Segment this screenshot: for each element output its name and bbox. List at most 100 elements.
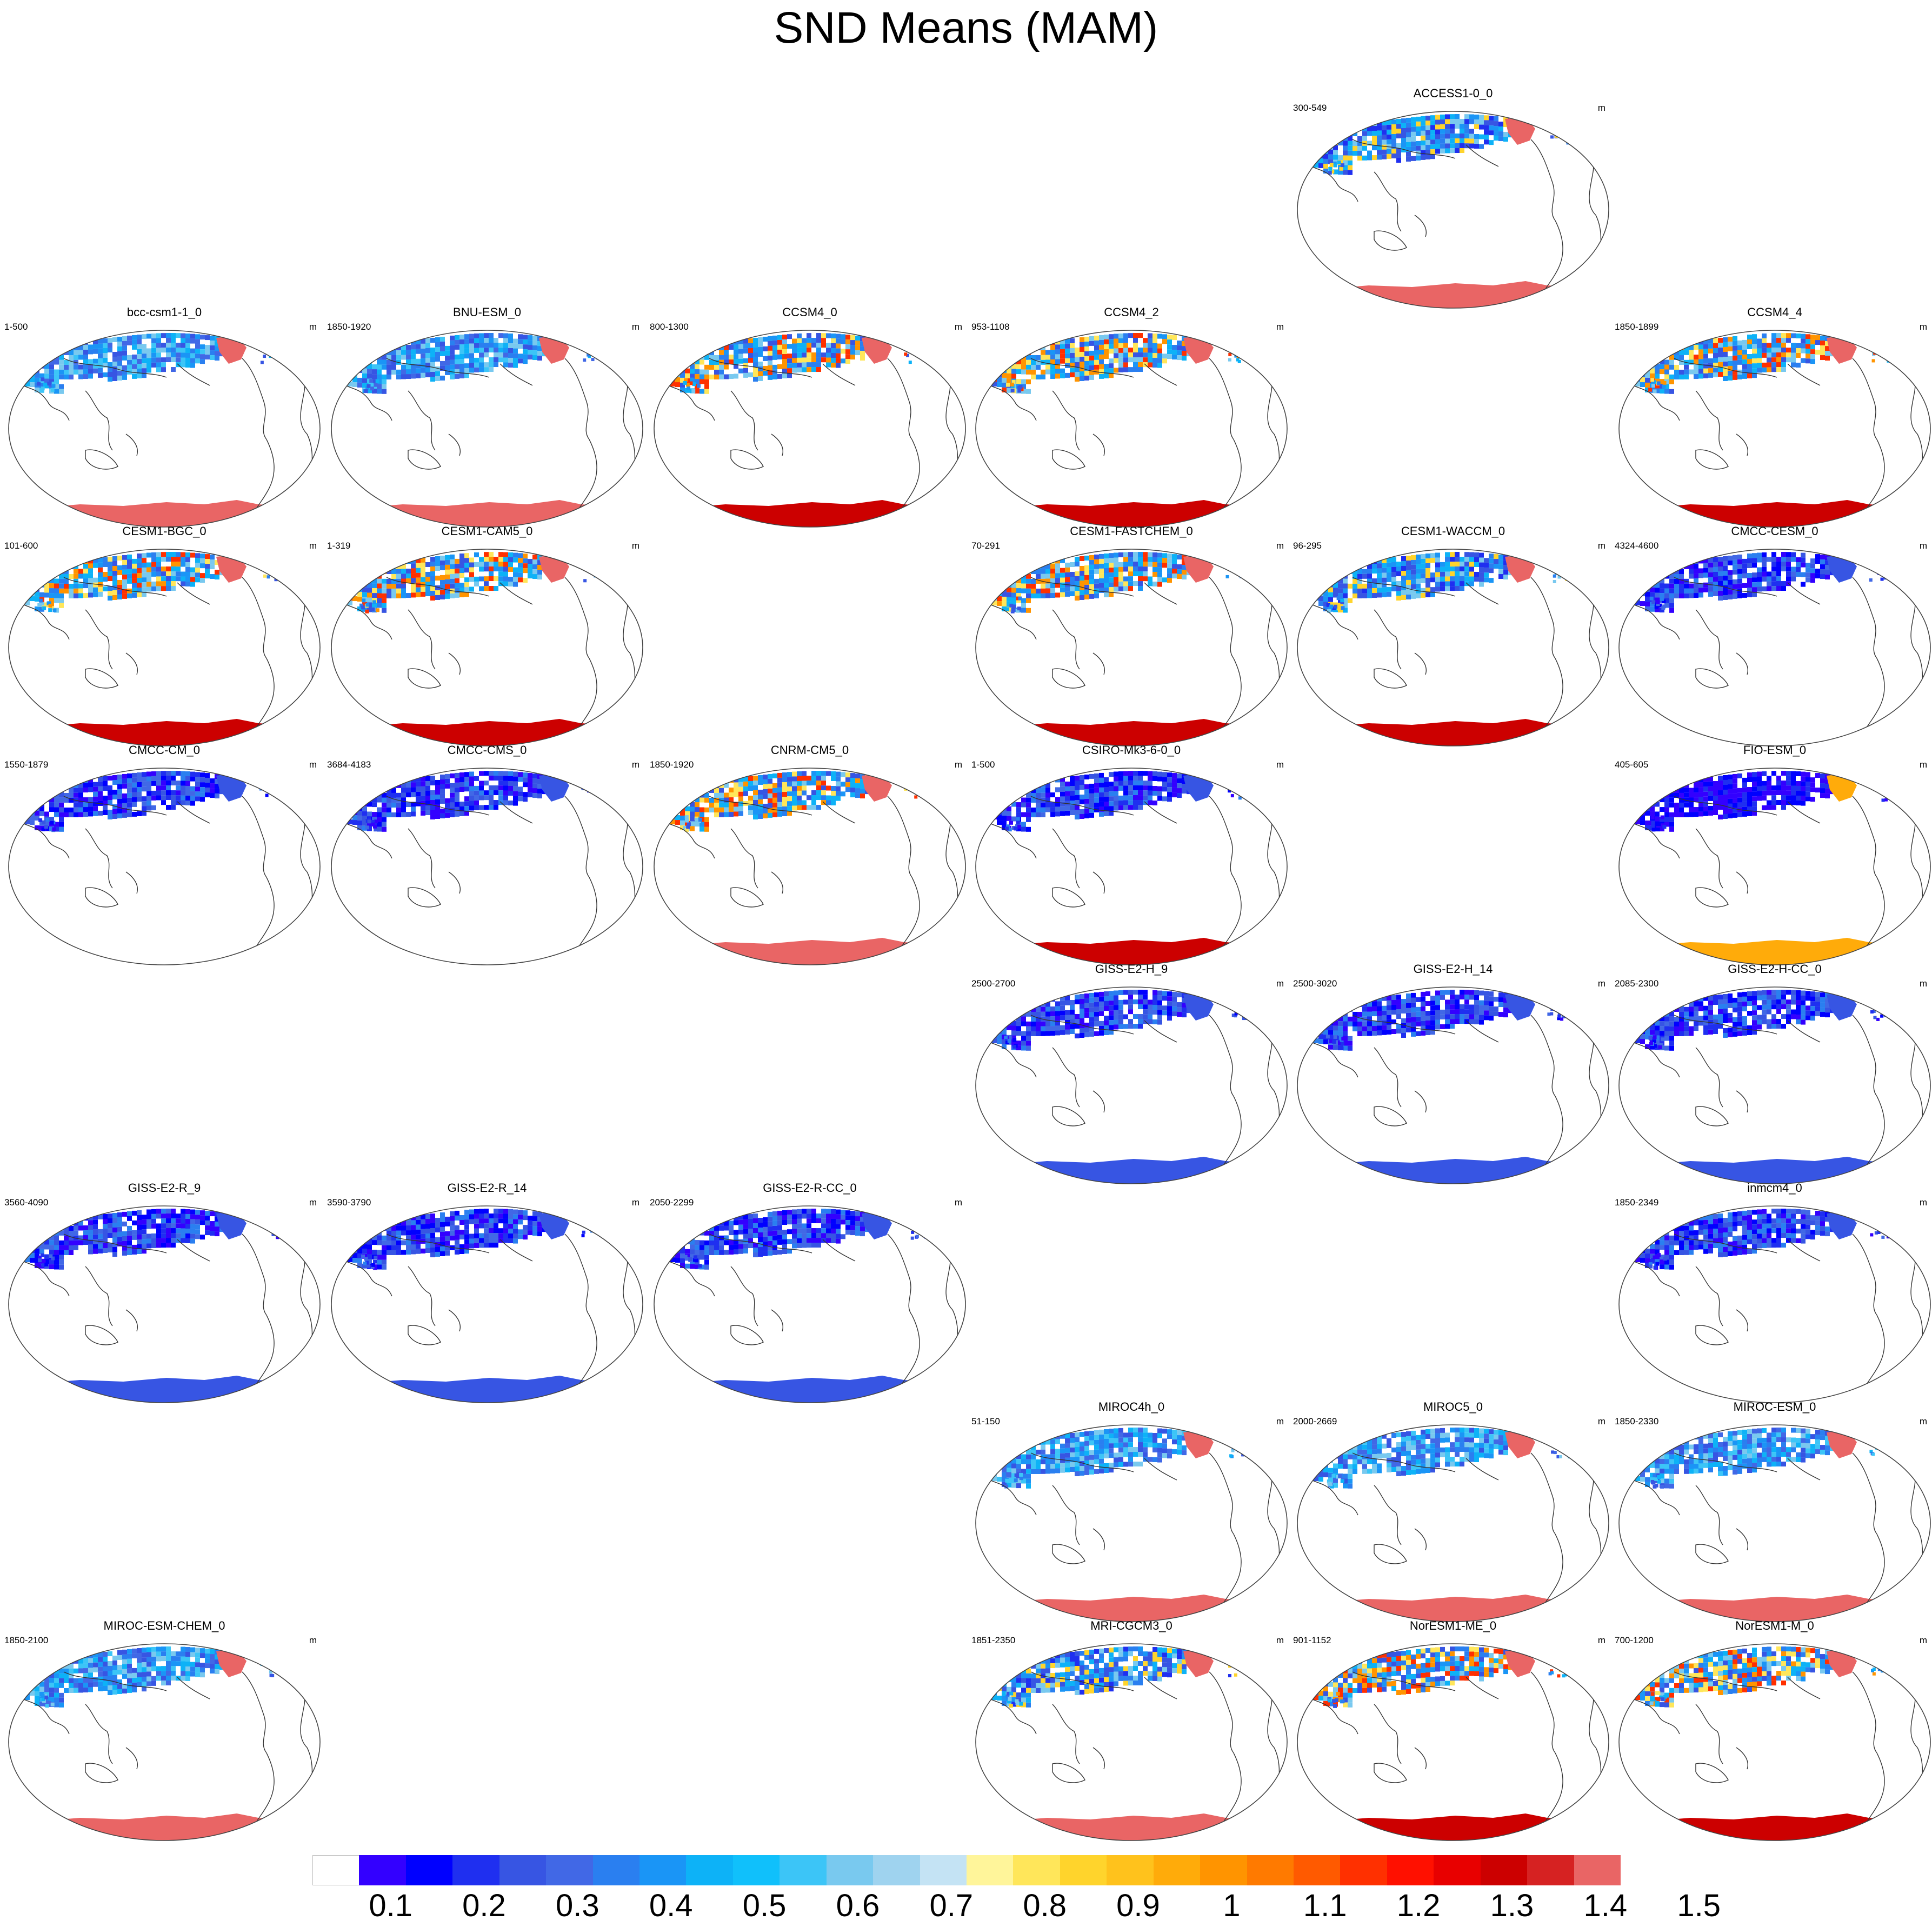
map-panel: CSIRO-Mk3-6-0_0 1-500 m [971,743,1291,970]
snow-field [661,333,940,394]
colorbar-tick-label: 0.2 [462,1888,506,1923]
map-boundary [8,768,321,965]
snow-field [661,1209,934,1270]
panel-unit: m [1597,103,1605,113]
panel-unit: m [1597,1416,1605,1426]
panel-title: bcc-csm1-1_0 [126,305,202,319]
map-canvas [1618,549,1931,746]
map-canvas [331,1205,643,1403]
panel-unit: m [1597,541,1605,551]
map-canvas [8,549,321,746]
panel-title: GISS-E2-H-CC_0 [1728,962,1822,976]
panel-title: NorESM1-M_0 [1735,1619,1814,1632]
map-panel: CCSM4_2 953-1108 m [971,305,1291,532]
map-canvas [1618,1205,1931,1403]
colorbar-swatch [452,1855,500,1885]
colorbar [312,1855,1621,1885]
map-boundary [1297,111,1609,309]
map-canvas [1297,986,1609,1184]
map-boundary [975,768,1288,965]
map-boundary [331,549,643,746]
panel-title: NorESM1-ME_0 [1409,1619,1497,1632]
panel-unit: m [1597,978,1605,989]
panel-title: CCSM4_0 [782,305,837,319]
snow-field [982,333,1256,394]
panel-title: FIO-ESM_0 [1743,743,1807,757]
panel-year-range: 1851-2350 [971,1635,1016,1645]
snow-field [1625,333,1904,394]
panel-year-range: 405-605 [1615,759,1649,770]
colorbar-tick-label: 1.3 [1490,1888,1534,1923]
panel-unit: m [631,541,639,551]
map-panel: CNRM-CM5_0 1850-1920 m [650,743,970,970]
panel-year-range: 4324-4600 [1615,541,1659,551]
snow-field [15,333,294,394]
snow-field [1304,1646,1578,1708]
panel-year-range: 3590-3790 [327,1197,371,1208]
snow-field [1625,1646,1904,1708]
colorbar-swatch [359,1855,407,1885]
panel-title: inmcm4_0 [1747,1181,1802,1195]
panel-unit: m [1276,759,1284,770]
panel-unit: m [1597,1635,1605,1645]
panel-year-range: 2500-2700 [971,978,1016,989]
panel-year-range: 2085-2300 [1615,978,1659,989]
colorbar-swatch [826,1855,874,1885]
snow-field [1304,990,1581,1051]
map-panel: MIROC4h_0 51-150 m [971,1400,1291,1627]
map-boundary [975,1424,1288,1622]
colorbar-swatch [1247,1855,1294,1885]
snow-field [15,1646,293,1708]
map-panel: CCSM4_4 1850-1899 m [1615,305,1932,532]
snow-field [15,1209,292,1270]
colorbar-swatch [1574,1855,1621,1885]
map-boundary [1297,1643,1609,1841]
map-panel: GISS-E2-H_9 2500-2700 m [971,962,1291,1189]
colorbar-tick-label: 0.7 [929,1888,974,1923]
colorbar-tick-label: 1.1 [1303,1888,1347,1923]
panel-title: CESM1-BGC_0 [122,524,206,538]
colorbar-swatch [1060,1855,1107,1885]
panel-unit: m [1276,978,1284,989]
colorbar-tick-label: 0.4 [649,1888,693,1923]
colorbar-swatch [592,1855,640,1885]
panel-unit: m [954,1197,962,1208]
map-panel: GISS-E2-R-CC_0 2050-2299 m [650,1181,970,1408]
panel-year-range: 1850-2330 [1615,1416,1659,1426]
map-boundary [8,330,321,528]
map-boundary [1618,1424,1931,1622]
map-boundary [654,1205,966,1403]
map-canvas [8,1205,321,1403]
panel-title: GISS-E2-R-CC_0 [763,1181,857,1195]
map-boundary [1618,1205,1931,1403]
panel-year-range: 300-549 [1293,103,1327,113]
map-canvas [1297,1643,1609,1841]
colorbar-swatch [1200,1855,1248,1885]
panel-unit: m [309,541,317,551]
map-boundary [331,768,643,965]
map-panel: inmcm4_0 1850-2349 m [1615,1181,1932,1408]
colorbar-swatch [686,1855,734,1885]
colorbar-tick-label: 1.2 [1396,1888,1441,1923]
snow-field [1304,1428,1582,1489]
map-canvas [1618,768,1931,965]
map-panel: CMCC-CESM_0 4324-4600 m [1615,524,1932,751]
map-boundary [1618,986,1931,1184]
map-canvas [1297,111,1609,309]
colorbar-tick-label: 0.5 [742,1888,787,1923]
panel-year-range: 70-291 [971,541,1000,551]
map-boundary [975,330,1288,528]
panel-year-range: 1850-2100 [4,1635,49,1645]
panel-year-range: 1850-2349 [1615,1197,1659,1208]
panel-title: MIROC-ESM-CHEM_0 [103,1619,225,1632]
panel-unit: m [309,759,317,770]
panel-year-range: 3560-4090 [4,1197,49,1208]
panel-unit: m [1919,978,1927,989]
map-canvas [1618,330,1931,528]
map-panel: FIO-ESM_0 405-605 m [1615,743,1932,970]
panel-unit: m [1276,1416,1284,1426]
panel-unit: m [631,759,639,770]
colorbar-swatch [780,1855,827,1885]
panel-unit: m [631,322,639,332]
snow-field [982,1646,1261,1708]
